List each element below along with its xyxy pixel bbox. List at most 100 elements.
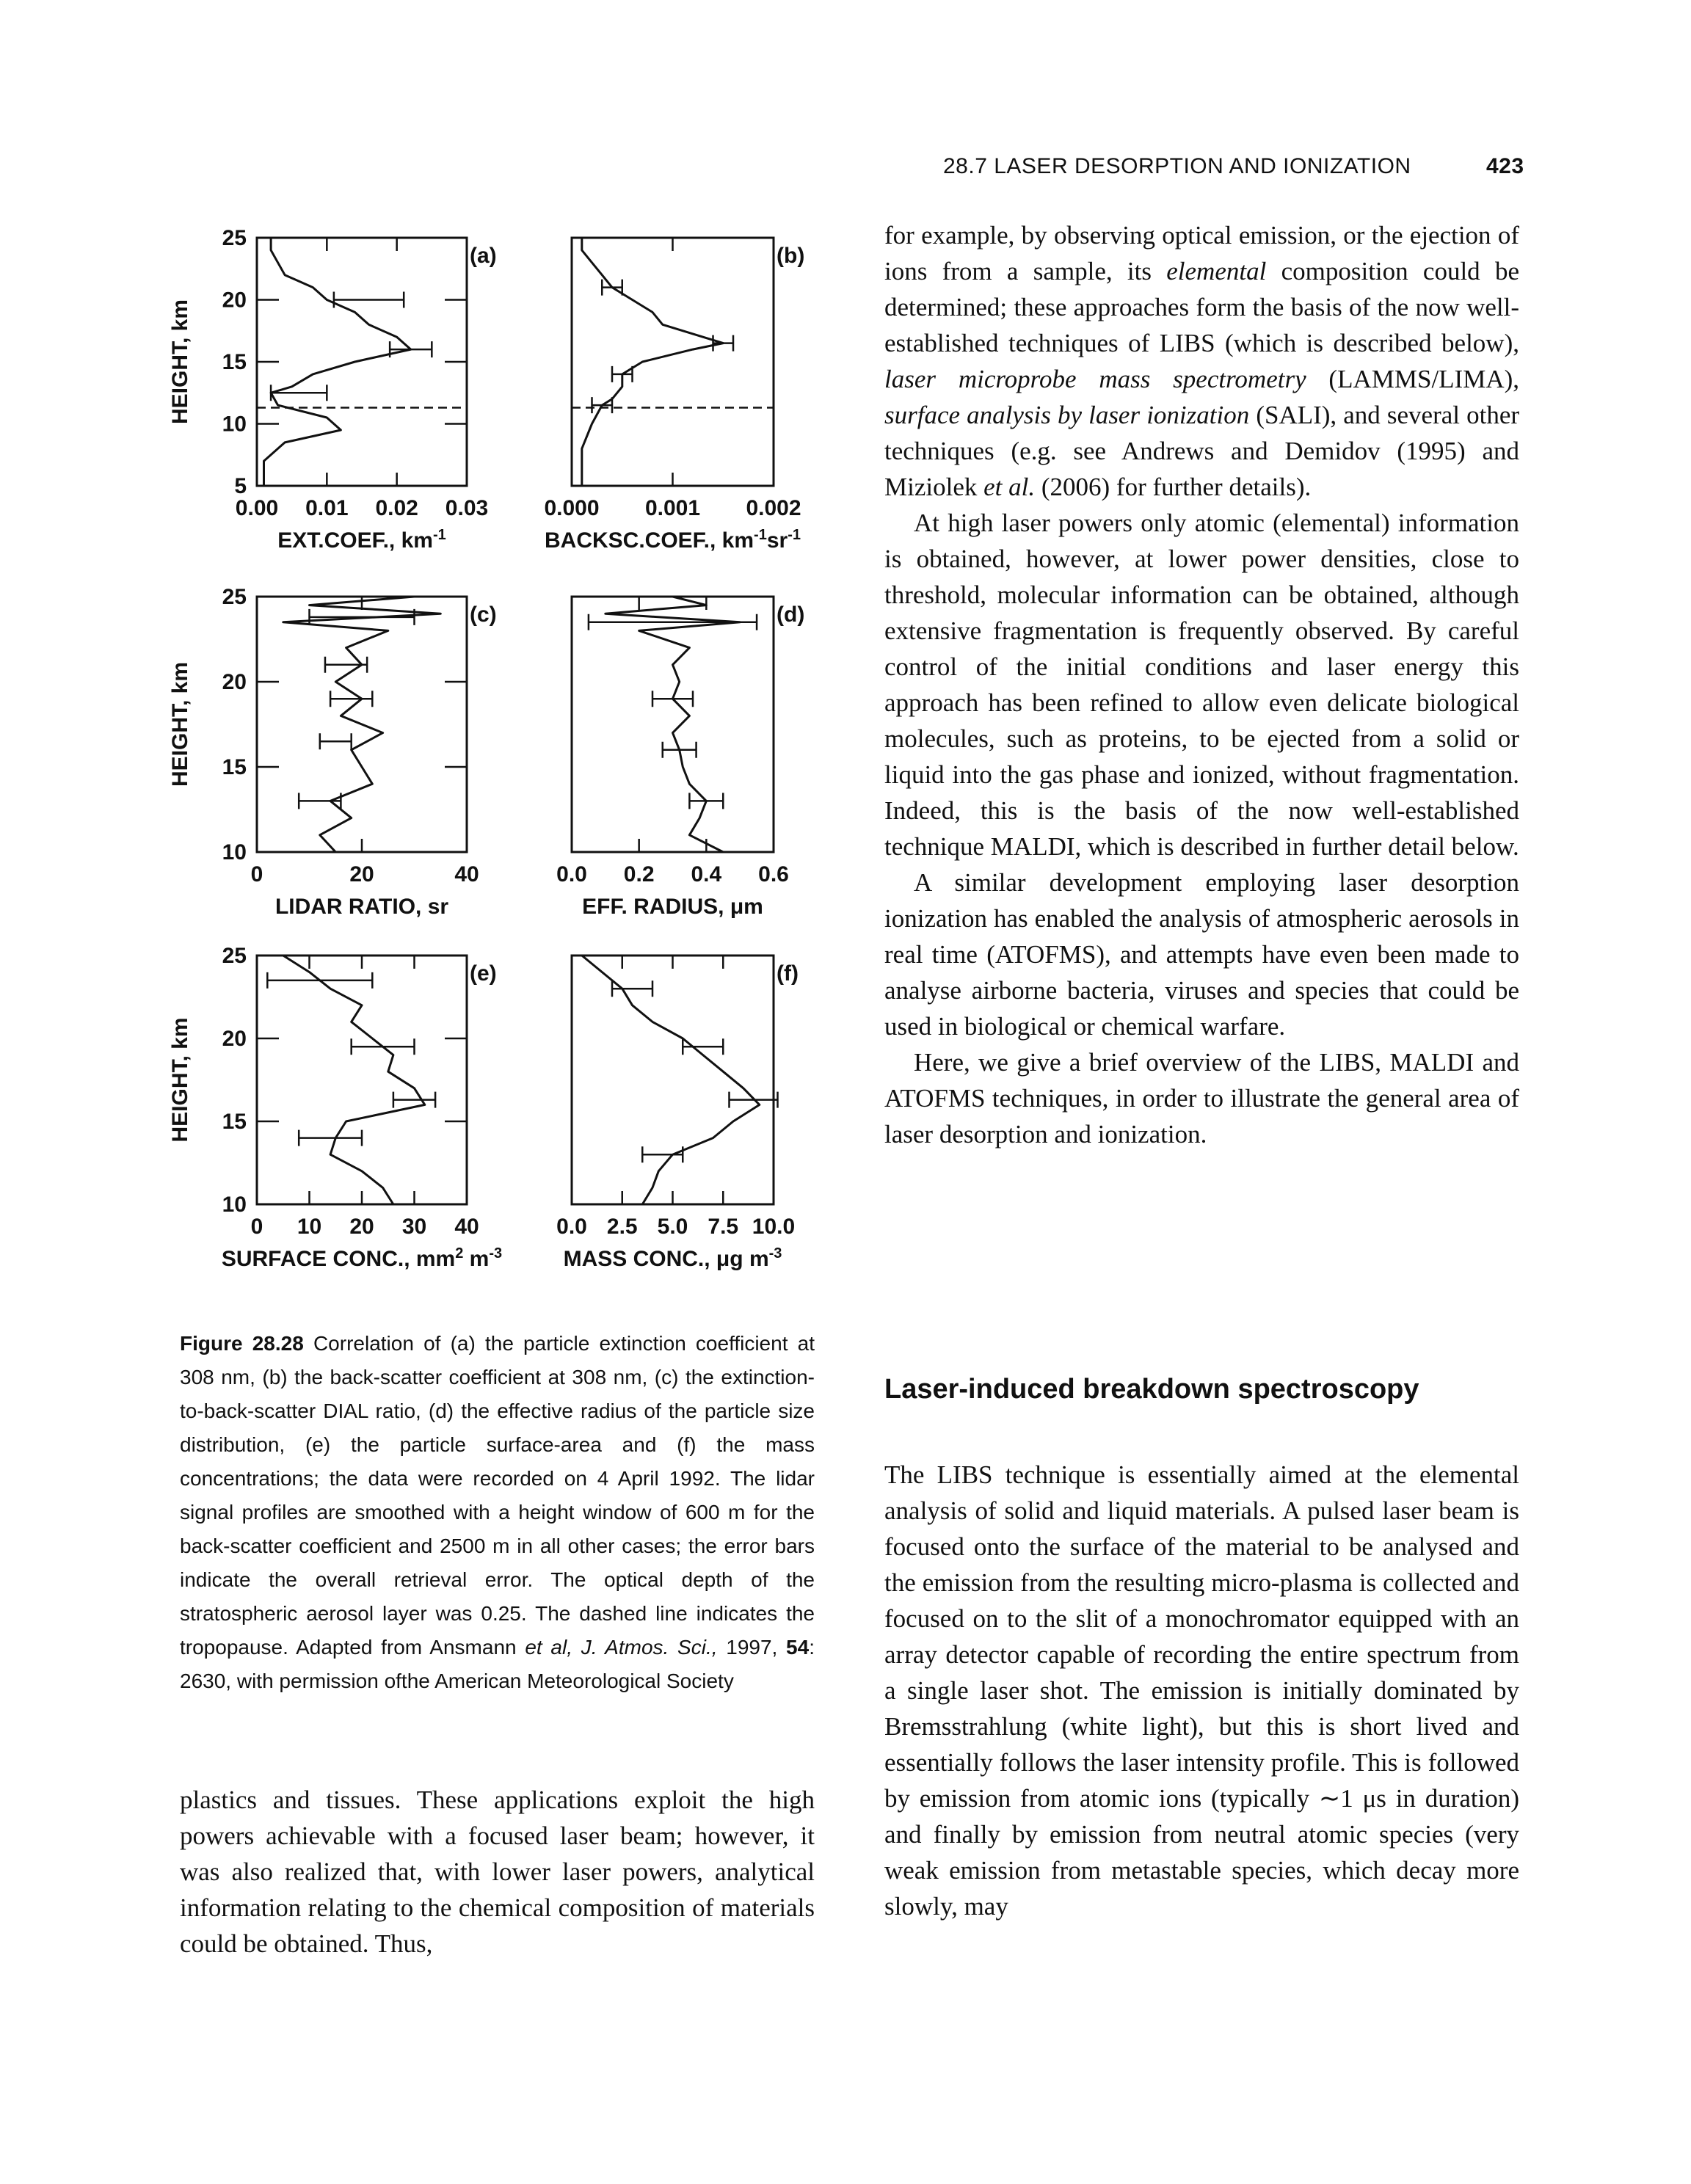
paragraph: A similar development employing laser de… <box>884 868 1519 1041</box>
y-tick-label: 10 <box>222 1193 247 1217</box>
x-axis-label-part: MASS CONC., μg m <box>564 1247 769 1271</box>
x-tick-label: 10 <box>297 1215 321 1239</box>
x-axis-label-part: EFF. RADIUS, μm <box>582 895 763 919</box>
panel-label: (f) <box>777 961 799 986</box>
x-tick-label: 20 <box>349 862 374 887</box>
error-bar <box>591 397 614 414</box>
profile-line <box>282 954 426 1205</box>
x-tick-label: 10.0 <box>752 1215 795 1239</box>
error-bar <box>641 1146 684 1163</box>
profile-line <box>282 595 442 853</box>
x-axis-label-part: BACKSC.COEF., km <box>545 528 754 553</box>
x-axis-label-part: LIDAR RATIO, sr <box>275 895 448 919</box>
error-bar <box>688 793 724 809</box>
x-axis-label-part: SURFACE CONC., mm <box>222 1247 455 1271</box>
error-bar <box>611 365 633 382</box>
error-bar <box>350 1038 415 1055</box>
x-tick-label: 0.0 <box>556 1215 587 1239</box>
y-tick-label: 25 <box>222 585 247 609</box>
x-axis-label-part: -1 <box>754 527 767 543</box>
y-tick-label: 15 <box>222 350 247 374</box>
x-tick-label: 7.5 <box>708 1215 738 1239</box>
profile-line <box>581 238 724 486</box>
section-heading: Laser-induced breakdown spectroscopy <box>884 1374 1419 1405</box>
x-axis-label-part: EXT.COEF., km <box>277 528 433 553</box>
x-axis-label: SURFACE CONC., mm2 m-3 <box>222 1245 502 1271</box>
y-tick-label: 20 <box>222 670 247 694</box>
x-tick-label: 20 <box>349 1215 374 1239</box>
x-axis-label-part: sr <box>767 528 788 553</box>
x-axis-label: EFF. RADIUS, μm <box>582 895 763 919</box>
right-column: for example, by observing optical emissi… <box>884 217 1519 1152</box>
error-bar <box>297 1129 363 1146</box>
profile-line <box>263 238 412 486</box>
error-bar <box>682 1038 724 1055</box>
text: (2006) for further details). <box>1035 473 1312 501</box>
text: elemental <box>1166 257 1267 285</box>
panel-label: (b) <box>777 244 804 268</box>
x-tick-label: 0 <box>251 1215 263 1239</box>
paragraph: for example, by observing optical emissi… <box>884 217 1519 505</box>
x-axis-label: BACKSC.COEF., km-1sr-1 <box>545 527 801 553</box>
x-tick-label: 40 <box>454 862 479 887</box>
plot-frame <box>570 954 775 1206</box>
running-head: 28.7 LASER DESORPTION AND IONIZATION <box>943 154 1411 178</box>
x-tick-label: 2.5 <box>607 1215 638 1239</box>
x-axis-label-part: -1 <box>433 527 446 543</box>
y-tick-label: 10 <box>222 840 247 864</box>
x-tick-label: 40 <box>454 1215 479 1239</box>
x-axis-label-part: m <box>463 1247 489 1271</box>
paragraph: At high laser powers only atomic (elemen… <box>884 509 1519 861</box>
plot-frame <box>570 595 775 853</box>
caption-text: : 2630, with permission ofthe American M… <box>180 1636 815 1692</box>
x-axis-label-part: 2 <box>455 1245 463 1262</box>
figure-caption: Figure 28.28 Correlation of (a) the part… <box>180 1327 815 1698</box>
x-tick-label: 0.6 <box>758 862 789 887</box>
panel-label: (a) <box>470 244 497 268</box>
caption-text: Correlation of (a) the particle extincti… <box>180 1332 815 1659</box>
text: et al. <box>983 473 1036 501</box>
error-bar <box>329 691 374 707</box>
error-bar <box>712 335 735 352</box>
x-tick-label: 0.002 <box>746 496 801 520</box>
error-bar <box>601 279 623 296</box>
x-axis-label-part: -1 <box>788 527 801 543</box>
error-bar <box>392 1091 437 1108</box>
y-tick-label: 10 <box>222 412 247 437</box>
y-axis-label: HEIGHT, km <box>168 1017 192 1142</box>
paragraph: Here, we give a brief overview of the LI… <box>884 1048 1519 1149</box>
caption-text: et al, J. Atmos. Sci., <box>525 1636 718 1659</box>
x-tick-label: 0.0 <box>556 862 587 887</box>
x-tick-label: 0.02 <box>375 496 418 520</box>
text: (SALI), and several other techniques (e.… <box>884 401 1520 501</box>
y-tick-label: 5 <box>234 474 247 498</box>
text: composition could be determined; these a… <box>884 257 1519 357</box>
x-axis-label: LIDAR RATIO, sr <box>275 895 448 919</box>
y-axis-label: HEIGHT, km <box>168 662 192 787</box>
x-tick-label: 5.0 <box>658 1215 688 1239</box>
profile-line <box>581 954 761 1205</box>
x-tick-label: 0.00 <box>236 496 278 520</box>
error-bar <box>661 741 697 758</box>
text: surface analysis by laser ionization <box>884 401 1250 429</box>
x-axis-label-part: -3 <box>769 1245 782 1262</box>
y-tick-label: 20 <box>222 288 247 313</box>
paragraph: The LIBS technique is essentially aimed … <box>884 1460 1519 1921</box>
panel-label: (c) <box>470 603 497 627</box>
x-tick-label: 0.03 <box>446 496 488 520</box>
x-axis-label: EXT.COEF., km-1 <box>277 527 446 553</box>
panel-label: (d) <box>777 603 804 627</box>
text: laser microprobe mass spectrometry <box>884 365 1306 393</box>
caption-text: 54 <box>786 1636 810 1659</box>
error-bar <box>651 691 694 707</box>
panel-label: (e) <box>470 961 497 986</box>
y-tick-label: 25 <box>222 944 247 968</box>
text: for example, by observing optical emissi… <box>884 221 1519 285</box>
error-bar <box>728 1091 779 1108</box>
error-bar <box>587 614 758 630</box>
x-axis-label-part: -3 <box>489 1245 502 1262</box>
error-bar <box>266 972 374 989</box>
